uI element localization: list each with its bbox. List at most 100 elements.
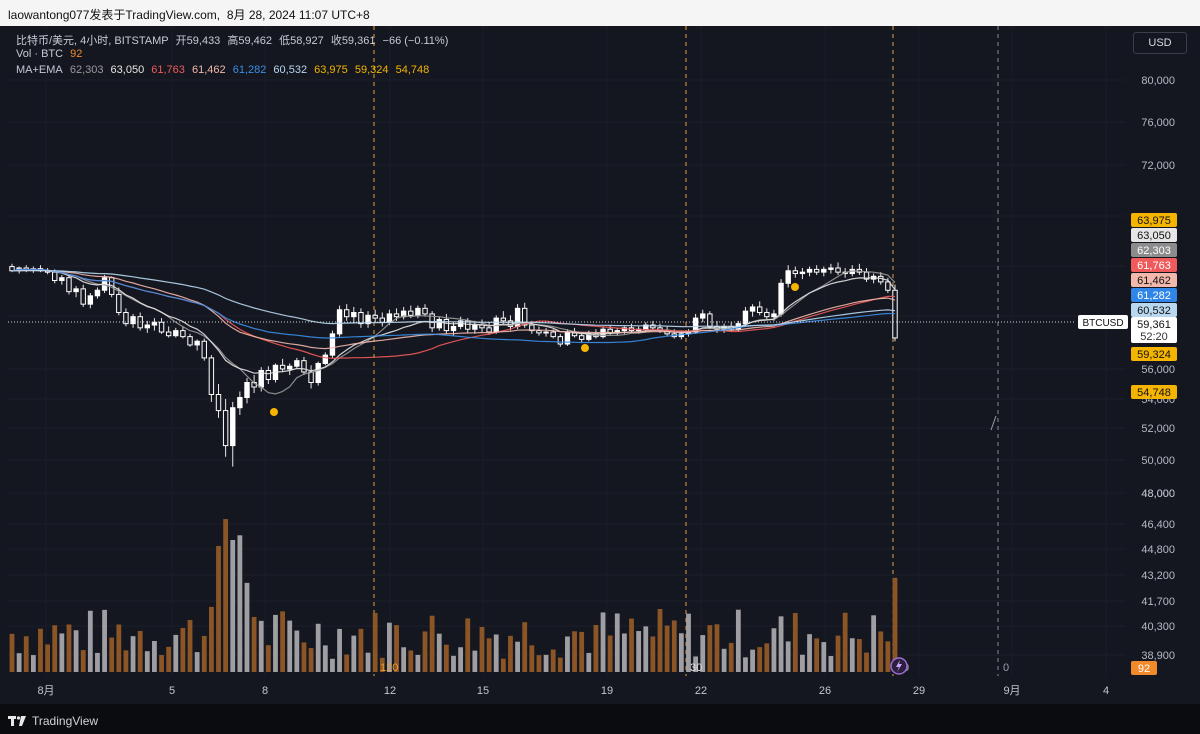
- currency-button[interactable]: USD: [1133, 32, 1187, 54]
- price-axis-label: 56,000: [1141, 364, 1175, 376]
- change-value: −66 (−0.11%): [382, 35, 449, 47]
- ma-value-4: 61,462: [191, 64, 226, 76]
- volume-bar: [828, 655, 834, 672]
- volume-bar: [579, 631, 585, 672]
- volume-bar: [493, 634, 499, 672]
- volume-bar: [871, 615, 877, 672]
- candle-body: [208, 357, 215, 395]
- volume-bar: [258, 620, 264, 672]
- candle-body: [885, 281, 891, 291]
- price-badge: [1131, 303, 1177, 317]
- volume-bar: [401, 647, 407, 672]
- legend-ma-row: MA+EMA 62,303 63,050 61,763 61,462 61,28…: [16, 64, 433, 76]
- candle-body: [422, 307, 428, 315]
- ma-line-6: [11, 270, 896, 328]
- candle-body: [358, 312, 364, 325]
- candle-body: [59, 277, 65, 282]
- volume-bar: [835, 635, 841, 672]
- candle-body: [244, 382, 250, 398]
- volume-bar: [116, 624, 122, 672]
- price-badge: [1131, 213, 1177, 227]
- volume-bar: [109, 637, 115, 672]
- candle-body: [650, 324, 656, 329]
- volume-bar: [486, 638, 492, 672]
- volume-bar: [849, 638, 855, 672]
- volume-badge: [1131, 661, 1157, 675]
- price-chart[interactable]: 80,00076,00072,00060,00056,00054,00052,0…: [0, 26, 1200, 704]
- price-badge-text: 59,324: [1137, 349, 1171, 361]
- price-badge-text: 61,282: [1137, 290, 1171, 302]
- candle-body: [52, 271, 58, 282]
- volume-bar: [52, 625, 58, 672]
- candle-body: [757, 306, 763, 314]
- volume-bar: [529, 645, 535, 672]
- price-badge: [1131, 228, 1177, 242]
- volume-bar: [522, 622, 528, 672]
- volume-bar: [657, 609, 663, 672]
- candle-body: [436, 318, 442, 329]
- volume-bar: [458, 647, 464, 672]
- candle-body: [443, 318, 450, 332]
- low-value: 58,927: [290, 35, 324, 47]
- candle-body: [315, 362, 321, 384]
- volume-bar: [66, 624, 72, 672]
- candle-body: [564, 332, 571, 345]
- ma-value-5: 61,282: [232, 64, 267, 76]
- publisher: laowantong077发表于TradingView.com: [8, 8, 217, 22]
- signal-dot: [791, 283, 799, 291]
- candle-body: [393, 313, 400, 318]
- timestamp: 8月 28, 2024 11:07 UTC+8: [226, 8, 370, 22]
- price-badge-text: 61,763: [1137, 260, 1171, 272]
- price-badge: [1131, 385, 1177, 399]
- high-label: 高: [227, 35, 239, 47]
- candle-body: [94, 289, 101, 297]
- candle-body: [180, 330, 186, 338]
- candle-body: [194, 340, 200, 346]
- volume-bar: [821, 642, 827, 672]
- volume-bar: [593, 625, 599, 672]
- volume-bar: [700, 635, 706, 672]
- volume-bar: [792, 613, 798, 672]
- volume-bar: [479, 626, 485, 672]
- volume-bar: [173, 634, 179, 672]
- price-badge-text: 59,361: [1137, 319, 1171, 331]
- price-badge-text: 61,462: [1137, 275, 1171, 287]
- tradingview-logo[interactable]: TradingView: [8, 714, 98, 728]
- candle-body: [365, 314, 371, 325]
- candle-body: [778, 282, 784, 315]
- volume-bar: [693, 656, 699, 672]
- x-axis-label: 15: [477, 685, 489, 697]
- ma-value-3: 61,763: [151, 64, 185, 76]
- volume-bar: [123, 650, 129, 672]
- volume-bar: [95, 652, 100, 672]
- footer-bar: TradingView: [0, 704, 1200, 734]
- price-axis-label: 50,000: [1141, 455, 1175, 467]
- x-axis-label: 12: [384, 685, 396, 697]
- volume-bar: [80, 650, 86, 672]
- candle-body: [73, 288, 79, 293]
- volume-bar: [351, 635, 357, 672]
- price-axis-label: 41,700: [1141, 596, 1175, 608]
- x-axis-label: 26: [819, 685, 831, 697]
- volume-bar: [187, 620, 193, 672]
- candle-body: [151, 321, 158, 326]
- x-axis-label: 8月: [37, 685, 54, 697]
- x-axis-label: 9月: [1003, 685, 1020, 697]
- volume-bar: [408, 650, 414, 672]
- volume-bar: [436, 633, 442, 672]
- candle-body: [835, 267, 841, 273]
- volume-bar: [650, 636, 656, 672]
- price-axis-label: 72,000: [1141, 160, 1175, 172]
- price-badge: [1131, 288, 1177, 302]
- candle-body: [408, 310, 414, 316]
- candle-body: [294, 360, 300, 367]
- volume-bar: [864, 652, 869, 672]
- candle-body: [222, 410, 229, 447]
- volume-bar: [315, 623, 321, 672]
- volume-bar: [208, 606, 214, 672]
- candle-body: [279, 364, 286, 370]
- volume-bar: [757, 647, 763, 672]
- volume-bar: [230, 539, 236, 672]
- volume-bar: [885, 641, 891, 672]
- volume-bar: [265, 645, 271, 672]
